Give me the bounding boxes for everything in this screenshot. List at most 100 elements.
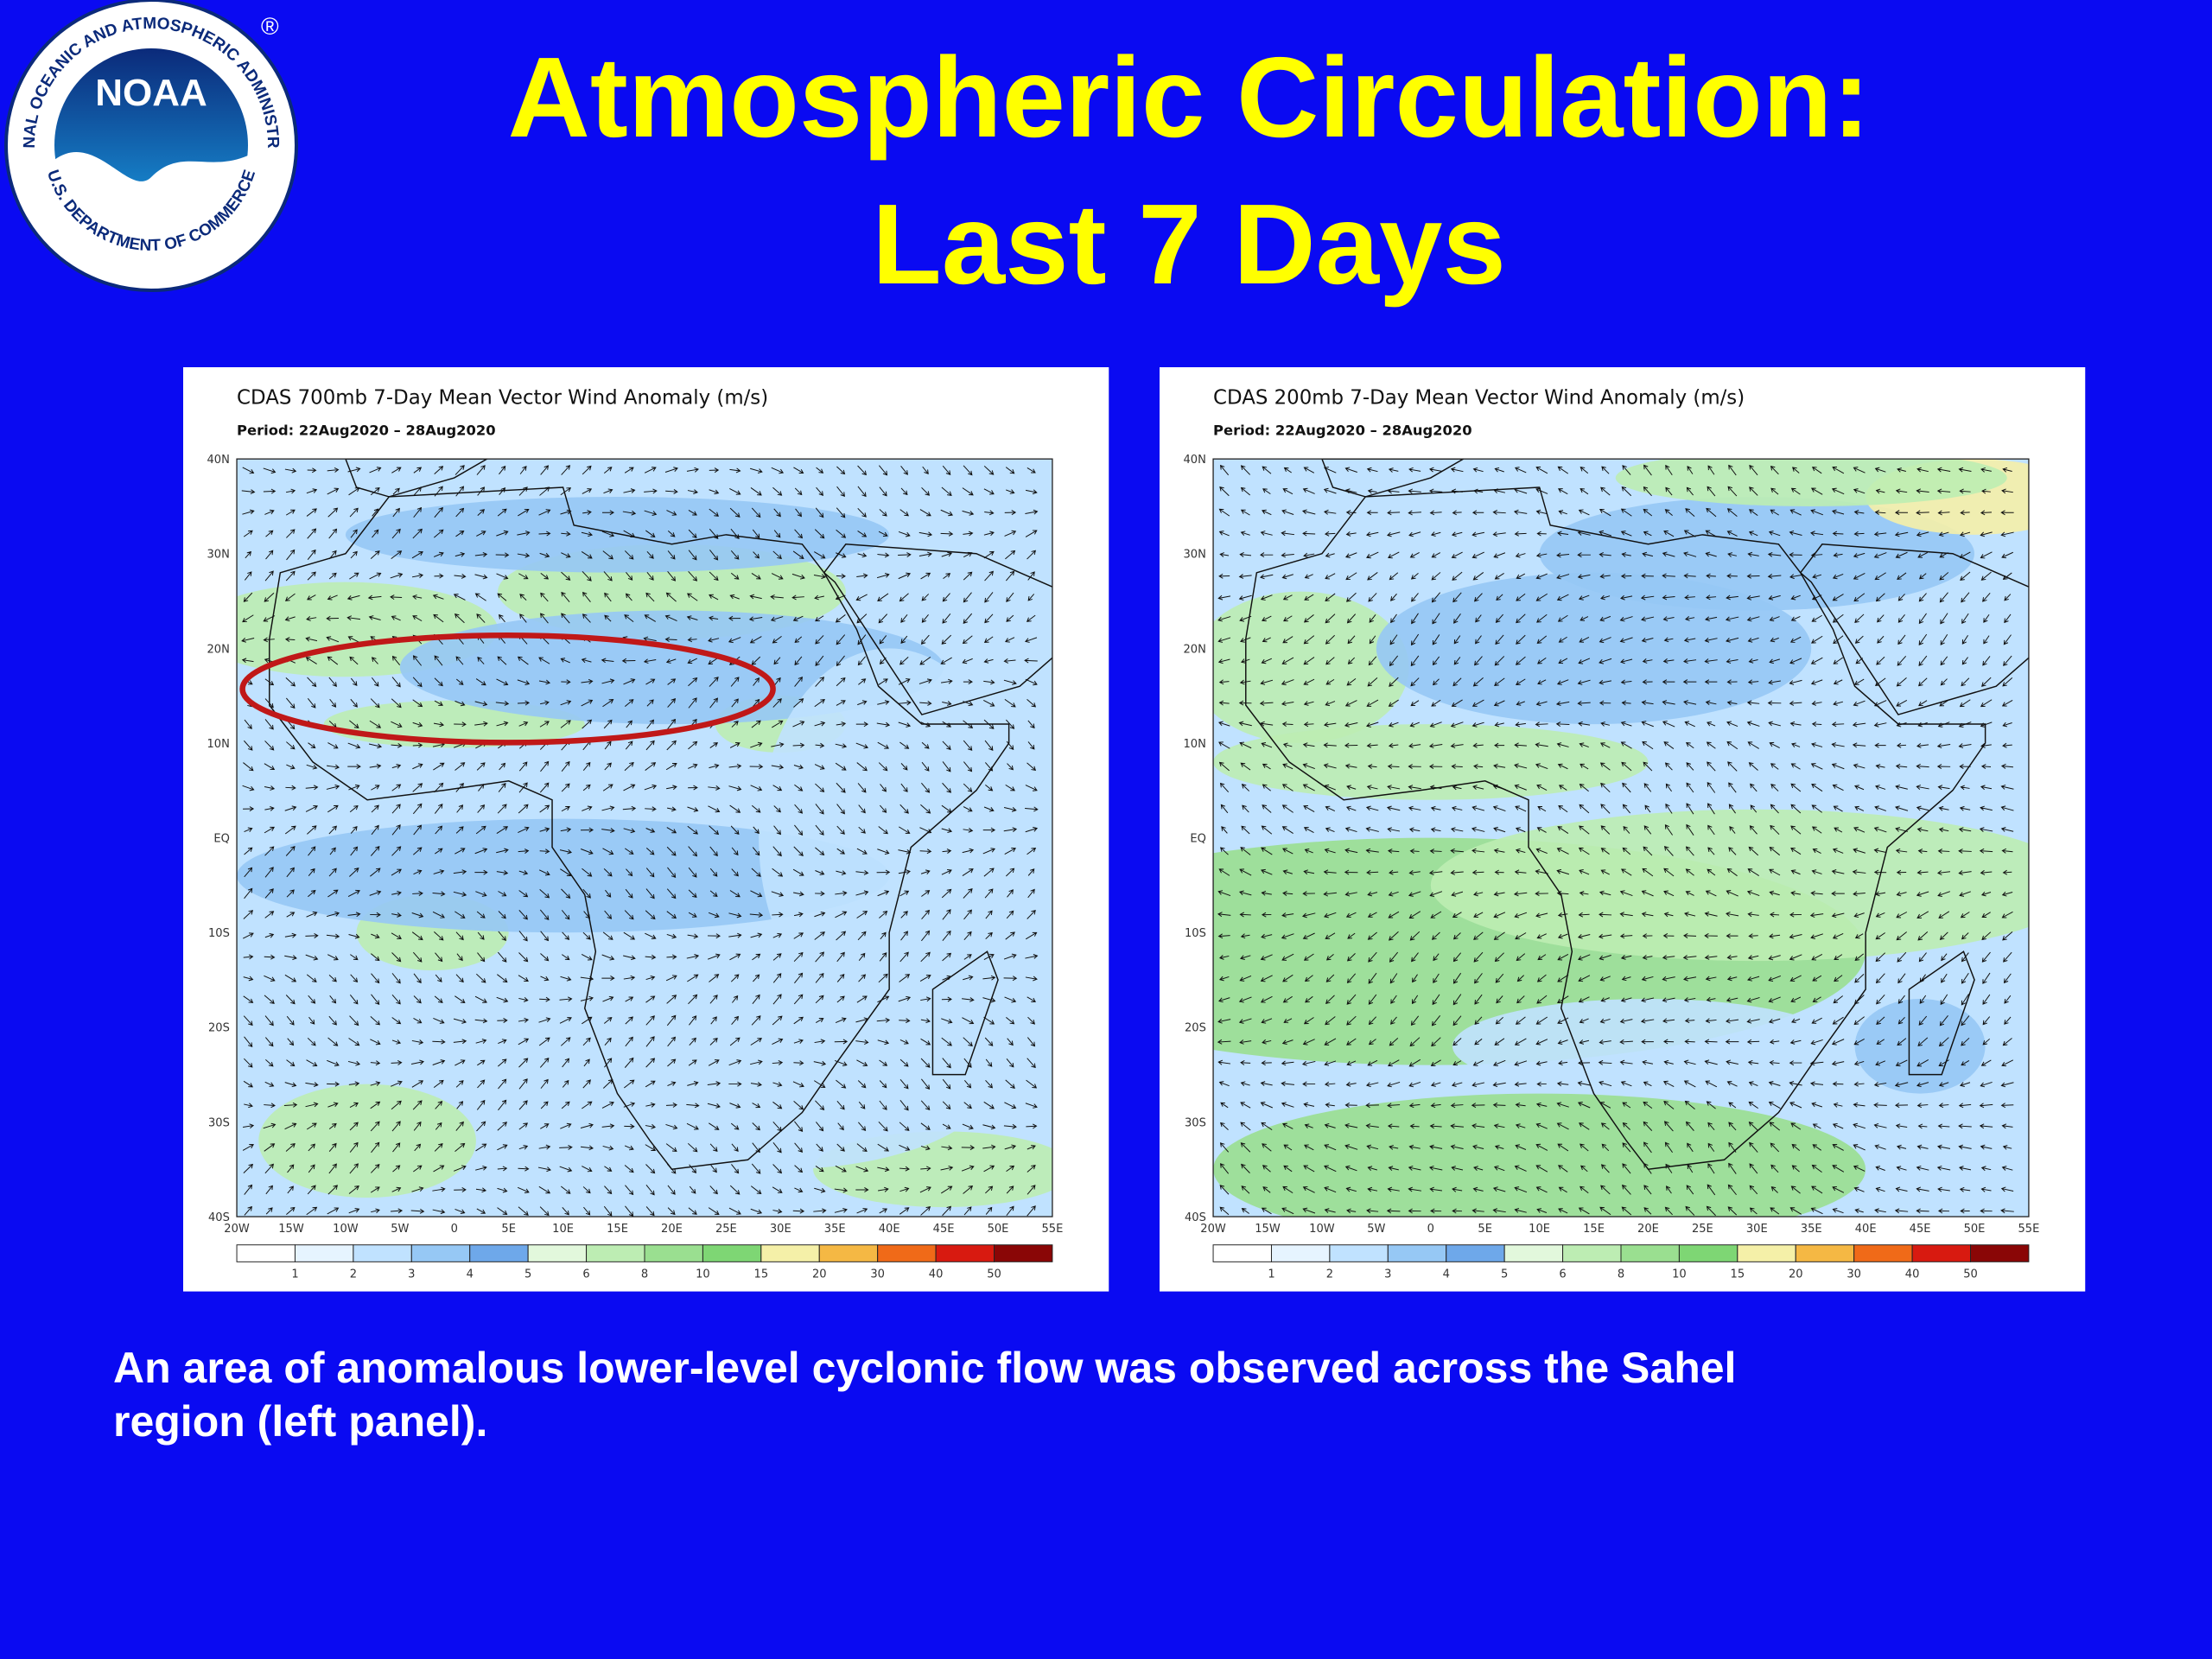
lon-label: 45E [933, 1223, 955, 1236]
colorbar-box [1329, 1244, 1389, 1262]
colorbar-label: 50 [1963, 1268, 1978, 1281]
lon-label: 15W [1255, 1223, 1281, 1236]
wind-shading [1430, 809, 2029, 962]
lat-label: 30N [1184, 549, 1206, 562]
colorbar-label: 6 [1559, 1268, 1566, 1281]
colorbar-label: 2 [1326, 1268, 1333, 1281]
colorbar-box [1795, 1244, 1855, 1262]
colorbar-label: 20 [812, 1268, 827, 1281]
lat-label: 10S [1185, 927, 1206, 940]
coastline [823, 543, 1052, 715]
lon-label: 55E [2018, 1223, 2039, 1236]
colorbar-box [1911, 1244, 1971, 1262]
lat-label: EQ [213, 833, 230, 846]
colorbar-label: 3 [1384, 1268, 1391, 1281]
lon-label: 5E [1478, 1223, 1492, 1236]
panel-title: CDAS 700mb 7-Day Mean Vector Wind Anomal… [237, 386, 768, 409]
map-frame [1212, 458, 2030, 1217]
lat-label: 40N [1184, 454, 1206, 467]
lon-label: 25E [715, 1223, 737, 1236]
colorbar-box [702, 1244, 762, 1262]
lat-label: 40S [1185, 1211, 1206, 1224]
lat-label: 10S [208, 927, 230, 940]
colorbar-box [1620, 1244, 1680, 1262]
caption: An area of anomalous lower-level cycloni… [113, 1344, 1736, 1446]
slide-title: Atmospheric Circulation: [508, 34, 1871, 161]
colorbar-label: 1 [1268, 1268, 1274, 1281]
coastline [1321, 459, 1465, 498]
map-area [237, 459, 1052, 1217]
lat-label: 40S [208, 1211, 230, 1224]
colorbar-box [353, 1244, 412, 1262]
lon-label: 35E [824, 1223, 846, 1236]
colorbar-label: 8 [641, 1268, 648, 1281]
colorbar-box [877, 1244, 937, 1262]
map-panel: CDAS 700mb 7-Day Mean Vector Wind Anomal… [183, 367, 1109, 1292]
lon-label: 55E [1041, 1223, 1063, 1236]
map-area [1213, 459, 2029, 1217]
lon-label: 50E [988, 1223, 1009, 1236]
lat-label: 20S [1185, 1022, 1206, 1035]
logo-center: NOAA [95, 72, 207, 114]
noaa-logo: NOAA NATIONAL OCEANIC AND ATMOSPHERIC AD… [0, 0, 298, 292]
lon-label: 40E [879, 1223, 900, 1236]
lat-label: 20S [208, 1022, 230, 1035]
lon-label: 10W [333, 1223, 359, 1236]
colorbar-box [1737, 1244, 1796, 1262]
lon-label: 20W [1200, 1223, 1226, 1236]
colorbar-box [1446, 1244, 1505, 1262]
lon-label: 5W [1367, 1223, 1385, 1236]
lon-label: 10W [1309, 1223, 1335, 1236]
colorbar-box [469, 1244, 529, 1262]
lon-label: 30E [770, 1223, 791, 1236]
colorbar-label: 6 [582, 1268, 589, 1281]
lon-label: 10E [552, 1223, 574, 1236]
colorbar-label: 50 [987, 1268, 1001, 1281]
lon-label: 15E [607, 1223, 628, 1236]
wind-shading [258, 1084, 476, 1198]
lat-label: 40N [207, 454, 230, 467]
lon-label: 35E [1801, 1223, 1822, 1236]
wind-vectors [241, 465, 1039, 1217]
wind-shading [345, 496, 890, 573]
wind-vectors [1217, 464, 2014, 1217]
colorbar-label: 10 [1672, 1268, 1687, 1281]
colorbar-box [236, 1244, 296, 1262]
colorbar-box [1678, 1244, 1738, 1262]
coastline [1799, 543, 2029, 715]
panel-period: Period: 22Aug2020 – 28Aug2020 [237, 422, 496, 438]
panel-period: Period: 22Aug2020 – 28Aug2020 [1213, 422, 1472, 438]
lon-label: 20E [661, 1223, 683, 1236]
wind-shading [1376, 572, 1812, 725]
lon-label: 15W [278, 1223, 304, 1236]
lat-label: 10N [1184, 738, 1206, 751]
coastline [1245, 486, 1986, 1170]
map-panel: CDAS 200mb 7-Day Mean Vector Wind Anomal… [1160, 367, 2086, 1292]
lon-label: 0 [451, 1223, 458, 1236]
lon-label: 5W [391, 1223, 409, 1236]
logo-registered: ® [261, 13, 279, 40]
colorbar-box [1853, 1244, 1913, 1262]
lon-label: 10E [1529, 1223, 1550, 1236]
slide-title: Last 7 Days [872, 181, 1506, 308]
lon-label: 20E [1637, 1223, 1659, 1236]
wind-shading [1452, 998, 1844, 1094]
lat-label: 20N [207, 643, 230, 656]
colorbar-label: 30 [1847, 1268, 1861, 1281]
colorbar-label: 5 [524, 1268, 531, 1281]
colorbar-label: 1 [291, 1268, 298, 1281]
lat-label: 30N [207, 549, 230, 562]
colorbar-label: 15 [754, 1268, 769, 1281]
lon-label: 15E [1583, 1223, 1605, 1236]
lat-label: 20N [1184, 643, 1206, 656]
colorbar-box [1562, 1244, 1622, 1262]
wind-shading [1213, 1093, 1866, 1217]
colorbar-box [410, 1244, 471, 1262]
lat-label: 10N [207, 738, 230, 751]
colorbar-label: 40 [929, 1268, 944, 1281]
colorbar-box [1387, 1244, 1447, 1262]
colorbar-box [644, 1244, 703, 1262]
panel-title: CDAS 200mb 7-Day Mean Vector Wind Anomal… [1213, 386, 1745, 409]
coastline [1908, 950, 1975, 1076]
colorbar-box [294, 1244, 354, 1262]
